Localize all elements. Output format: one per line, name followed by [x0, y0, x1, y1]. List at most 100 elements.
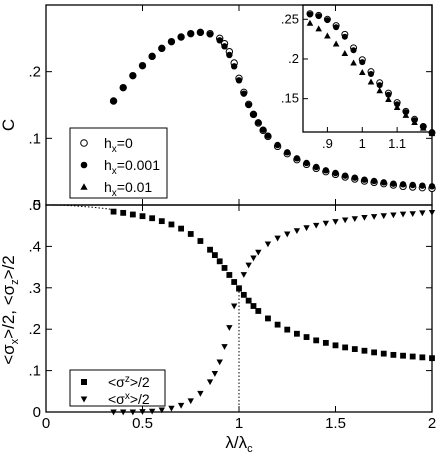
bottom-y-tick-label: .1 — [28, 363, 41, 380]
bottom-point-series-1 — [293, 228, 301, 235]
bottom-point-series-0 — [255, 308, 262, 314]
bottom-point-series-0 — [240, 291, 247, 298]
bottom-point-series-1 — [264, 241, 272, 248]
bottom-point-series-1 — [428, 209, 436, 216]
bottom-point-series-0 — [231, 279, 238, 285]
bottom-legend-marker-1 — [80, 396, 88, 403]
top-panel: 0 .1 .2 C .9 1 1.1 .15 .2 .25 hx=0hx=0.001hx=0.… — [0, 4, 436, 214]
bottom-point-series-0 — [129, 211, 136, 218]
top-point-series-1 — [168, 38, 175, 45]
bottom-point-series-1 — [216, 359, 223, 366]
inset-point-series-1 — [333, 24, 340, 31]
inset-point-series-2 — [367, 78, 375, 85]
top-point-series-1 — [361, 176, 368, 183]
top-point-series-1 — [390, 180, 397, 187]
top-point-series-1 — [110, 97, 117, 105]
inset-point-series-2 — [428, 130, 436, 137]
bottom-point-series-0 — [294, 330, 300, 337]
inset-point-series-1 — [385, 91, 392, 98]
top-legend-label-0: hx=0 — [104, 135, 133, 155]
top-point-series-1 — [235, 77, 243, 84]
top-point-series-1 — [380, 179, 387, 186]
bottom-point-series-0 — [361, 347, 368, 354]
inset-point-series-2 — [393, 103, 401, 110]
bottom-x-tick-label: 0 — [42, 415, 50, 432]
top-point-series-1 — [250, 111, 257, 118]
top-point-series-1 — [313, 163, 320, 171]
inset-point-series-2 — [350, 59, 357, 66]
bottom-point-series-1 — [284, 231, 291, 238]
bottom-panel: 0 0.5 1 1.5 2 0 .1 .2 .3 .4 .5 <σz>/2<σx>/2 <σx>/2… — [0, 197, 436, 455]
top-y-tick-label: .1 — [28, 130, 41, 147]
top-point-series-1 — [264, 132, 272, 139]
bottom-point-series-0 — [380, 350, 387, 357]
bottom-y-axis-label: <σx>/2, <σz>/2 — [0, 255, 21, 365]
top-point-series-1 — [419, 182, 426, 189]
inset-point-series-2 — [332, 40, 340, 47]
bottom-point-series-1 — [341, 217, 349, 224]
bottom-point-series-0 — [274, 321, 281, 328]
top-point-series-1 — [332, 169, 339, 177]
inset-point-series-1 — [341, 33, 348, 40]
bottom-point-series-1 — [255, 249, 262, 256]
bottom-point-series-1 — [235, 285, 243, 292]
bottom-point-series-0 — [149, 215, 156, 222]
top-y-tick-label: .2 — [28, 64, 41, 81]
top-point-series-1 — [120, 84, 127, 91]
bottom-point-series-0 — [178, 225, 184, 232]
inset-point-series-1 — [367, 71, 374, 78]
bottom-point-series-1 — [206, 379, 214, 386]
top-marks — [109, 28, 436, 193]
bottom-point-series-1 — [399, 211, 407, 218]
top-point-series-1 — [148, 53, 156, 60]
bottom-point-series-0 — [322, 339, 329, 346]
bottom-point-series-1 — [148, 408, 156, 415]
bottom-point-series-0 — [139, 213, 146, 220]
inset-point-series-2 — [376, 87, 384, 94]
bottom-legend: <σz>/2<σx>/2 — [69, 369, 166, 407]
top-point-series-1 — [322, 167, 330, 174]
bottom-x-tick-label: 1 — [235, 415, 243, 432]
bottom-dotted-curve-0 — [45, 204, 114, 211]
bottom-point-series-1 — [361, 214, 368, 221]
top-point-series-1 — [409, 181, 416, 189]
bottom-point-series-0 — [351, 346, 358, 352]
inset-ticks: .9 1 1.1 .15 .2 .25 — [281, 11, 406, 151]
top-y-tick-label: 0 — [33, 197, 41, 214]
bottom-point-series-0 — [216, 258, 223, 265]
inset-x-tick-label: 1 — [359, 136, 366, 151]
top-point-series-1 — [187, 30, 194, 37]
bottom-point-series-1 — [390, 212, 397, 219]
bottom-point-series-1 — [177, 402, 185, 409]
inset-point-series-1 — [376, 82, 383, 89]
top-point-series-1 — [428, 183, 436, 190]
bottom-point-series-0 — [245, 297, 252, 304]
bottom-point-series-0 — [226, 272, 233, 278]
top-point-series-1 — [158, 45, 165, 52]
bottom-ticks: 0 0.5 1 1.5 2 0 .1 .2 .3 .4 .5 — [28, 197, 436, 432]
inset-point-series-1 — [324, 17, 331, 24]
top-point-series-1 — [341, 172, 349, 179]
bottom-point-series-1 — [197, 390, 204, 397]
bottom-point-series-1 — [230, 303, 238, 310]
inset-point-series-2 — [306, 19, 314, 26]
bottom-point-series-1 — [158, 407, 165, 414]
inset-point-series-2 — [419, 124, 427, 131]
top-point-series-1 — [274, 141, 281, 149]
bottom-point-series-1 — [226, 325, 233, 331]
top-point-series-1 — [303, 159, 310, 167]
bottom-y-tick-label: .4 — [28, 238, 41, 255]
bottom-point-series-1 — [332, 219, 339, 225]
bottom-point-series-0 — [168, 221, 175, 228]
bottom-point-series-1 — [274, 235, 281, 242]
inset-chart: .9 1 1.1 .15 .2 .25 — [281, 4, 436, 151]
bottom-point-series-0 — [332, 342, 339, 349]
inset-point-series-2 — [385, 96, 392, 103]
bottom-point-series-0 — [313, 337, 320, 344]
bottom-y-tick-label: .5 — [28, 197, 41, 214]
bottom-point-series-1 — [245, 262, 252, 269]
bottom-point-series-0 — [284, 326, 291, 333]
top-point-series-1 — [259, 126, 267, 133]
